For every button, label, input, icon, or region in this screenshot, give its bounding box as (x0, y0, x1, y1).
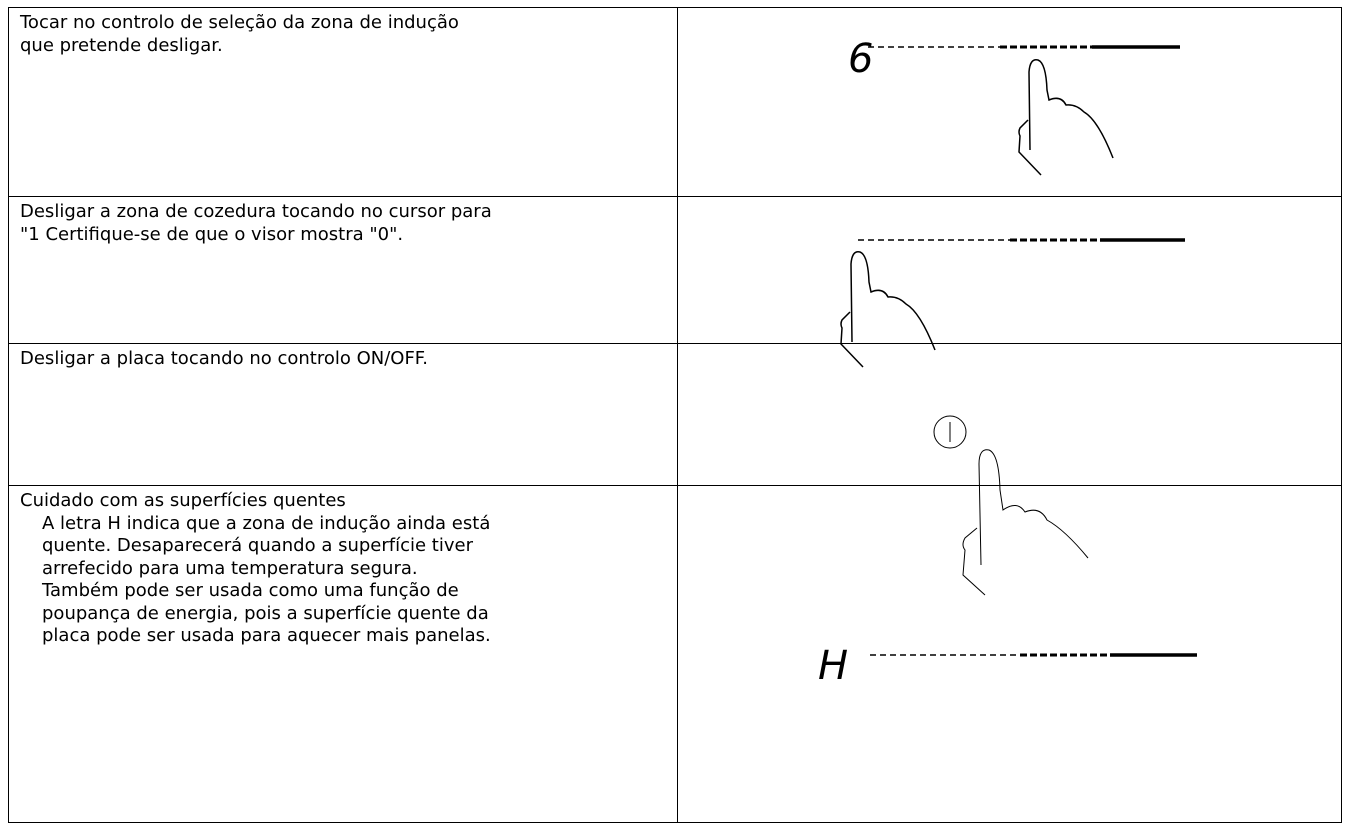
text-line: Desligar a placa tocando no controlo ON/… (20, 348, 428, 369)
cell-text: Desligar a zona de cozedura tocando no c… (20, 201, 492, 246)
hand (840, 251, 936, 368)
text-line: Desligar a zona de cozedura tocando no c… (20, 201, 492, 222)
cell-text: Cuidado com as superfícies quentes A letr… (20, 490, 491, 648)
display-digit: 6 (848, 36, 873, 82)
text-line: placa pode ser usada para aquecer mais p… (42, 625, 491, 646)
text-line: A letra H indica que a zona de indução a… (42, 512, 491, 534)
hand (962, 449, 1089, 596)
display-digit: H (818, 643, 848, 689)
power-button (933, 415, 967, 449)
heading: Cuidado com as superfícies quentes (20, 490, 346, 511)
slider-row-2 (840, 238, 1185, 368)
text-line: Também pode ser usada como uma função de (42, 580, 459, 601)
text-line: Tocar no controlo de seleção da zona de … (20, 12, 459, 33)
text-line: que pretende desligar. (20, 34, 223, 56)
power-row (933, 415, 1089, 596)
cell-text: Tocar no controlo de seleção da zona de … (20, 12, 459, 57)
cell-text: Desligar a placa tocando no controlo ON/… (20, 348, 428, 371)
hand (1018, 59, 1114, 176)
text-line: poupança de energia, pois a superfície q… (42, 602, 489, 624)
text-line: "1 Certifique-se de que o visor mostra "… (20, 223, 404, 245)
text-line: arrefecido para uma temperatura segura. (42, 557, 418, 579)
text-line: quente. Desaparecerá quando a superfície… (42, 535, 473, 556)
slider-row-1 (868, 45, 1180, 176)
